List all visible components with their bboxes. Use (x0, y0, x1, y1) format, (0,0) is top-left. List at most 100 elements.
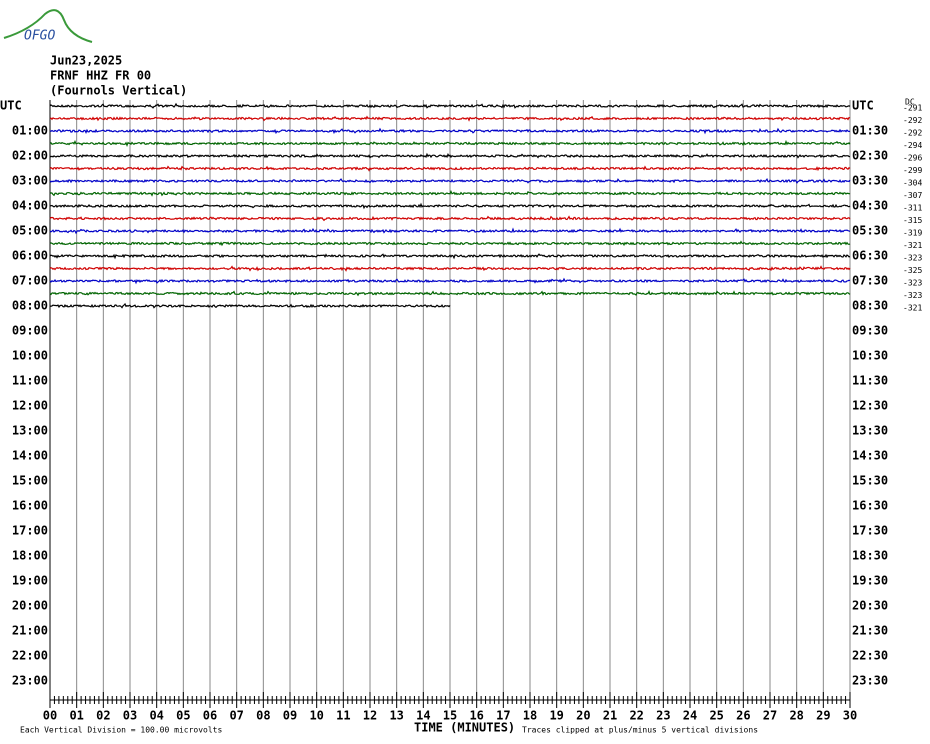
left-label: 18:00 (12, 549, 48, 563)
trace (49, 253, 851, 260)
x-tick-label: 07 (229, 709, 243, 723)
left-label: 15:00 (12, 474, 48, 488)
left-label: 07:00 (12, 274, 48, 288)
dc-value: -296 (903, 154, 922, 163)
x-tick-label: 00 (43, 709, 57, 723)
left-label: 05:00 (12, 224, 48, 238)
x-tick-label: 26 (736, 709, 750, 723)
right-label: 17:30 (852, 524, 888, 538)
right-label: 21:30 (852, 624, 888, 638)
dc-value: -323 (903, 279, 922, 288)
x-tick-label: 28 (789, 709, 803, 723)
logo-curve (3, 9, 93, 43)
x-tick-label: 29 (816, 709, 830, 723)
right-label: 15:30 (852, 474, 888, 488)
right-label: 12:30 (852, 399, 888, 413)
x-tick-label: 13 (389, 709, 403, 723)
footer-right: Traces clipped at plus/minus 5 vertical … (522, 726, 758, 735)
x-tick-label: 12 (363, 709, 377, 723)
left-label: 02:00 (12, 149, 48, 163)
left-label: 04:00 (12, 199, 48, 213)
trace (49, 115, 851, 122)
trace (49, 227, 851, 235)
right-label: 14:30 (852, 449, 888, 463)
trace (49, 289, 851, 297)
dc-value: -321 (903, 304, 922, 313)
trace (49, 102, 851, 109)
trace (49, 265, 851, 272)
x-tick-label: 18 (523, 709, 537, 723)
dc-value: -315 (903, 216, 922, 225)
right-label: 18:30 (852, 549, 888, 563)
right-label: 13:30 (852, 424, 888, 438)
right-label: 04:30 (852, 199, 888, 213)
left-label: 14:00 (12, 449, 48, 463)
footer-left: Each Vertical Division = 100.00 microvol… (20, 726, 222, 735)
left-label: 09:00 (12, 324, 48, 338)
dc-value: -294 (903, 141, 922, 150)
x-tick-label: 05 (176, 709, 190, 723)
x-tick-label: 10 (309, 709, 323, 723)
dc-value: -323 (903, 291, 922, 300)
trace (49, 277, 851, 285)
right-label: 22:30 (852, 649, 888, 663)
x-tick-label: 14 (416, 709, 430, 723)
trace (49, 240, 851, 247)
dc-value: -323 (903, 254, 922, 263)
right-label: 23:30 (852, 674, 888, 688)
station: FRNF HHZ FR 00 (50, 69, 151, 83)
x-tick-label: 03 (123, 709, 137, 723)
left-label: 17:00 (12, 524, 48, 538)
right-label: 01:30 (852, 124, 888, 138)
left-label: 22:00 (12, 649, 48, 663)
x-tick-label: 23 (656, 709, 670, 723)
right-label: 05:30 (852, 224, 888, 238)
dc-value: -292 (903, 116, 922, 125)
dc-value: -291 (903, 104, 922, 113)
dc-value: -292 (903, 129, 922, 138)
trace (49, 178, 851, 184)
station-name: (Fournols Vertical) (50, 84, 187, 98)
left-label: 12:00 (12, 399, 48, 413)
x-tick-label: 11 (336, 709, 350, 723)
trace (49, 302, 451, 309)
x-tick-label: 06 (203, 709, 217, 723)
date: Jun23,2025 (50, 54, 122, 68)
right-label: 09:30 (852, 324, 888, 338)
x-tick-label: 04 (149, 709, 163, 723)
dc-value: -304 (903, 179, 922, 188)
left-label: 21:00 (12, 624, 48, 638)
trace (49, 139, 851, 147)
left-label: 23:00 (12, 674, 48, 688)
right-label: 06:30 (852, 249, 888, 263)
x-tick-label: 25 (709, 709, 723, 723)
right-label: 03:30 (852, 174, 888, 188)
dc-value: -321 (903, 241, 922, 250)
x-tick-label: 15 (443, 709, 457, 723)
right-label: 02:30 (852, 149, 888, 163)
trace (49, 127, 851, 135)
x-tick-label: 21 (603, 709, 617, 723)
x-tick-label: 19 (549, 709, 563, 723)
trace (49, 165, 851, 172)
x-tick-label: 16 (469, 709, 483, 723)
trace (49, 202, 851, 210)
dc-value: -307 (903, 191, 922, 200)
x-tick-label: 17 (496, 709, 510, 723)
right-label: 07:30 (852, 274, 888, 288)
left-label: 08:00 (12, 299, 48, 313)
x-title: TIME (MINUTES) (414, 721, 515, 735)
left-label: 11:00 (12, 374, 48, 388)
dc-value: -319 (903, 229, 922, 238)
x-tick-label: 01 (69, 709, 83, 723)
x-tick-label: 22 (629, 709, 643, 723)
left-label: 10:00 (12, 349, 48, 363)
right-label: UTC (852, 99, 874, 113)
left-label: 03:00 (12, 174, 48, 188)
right-label: 11:30 (852, 374, 888, 388)
x-tick-label: 27 (763, 709, 777, 723)
dc-value: -299 (903, 166, 922, 175)
right-label: 19:30 (852, 574, 888, 588)
x-tick-label: 20 (576, 709, 590, 723)
left-label: 13:00 (12, 424, 48, 438)
